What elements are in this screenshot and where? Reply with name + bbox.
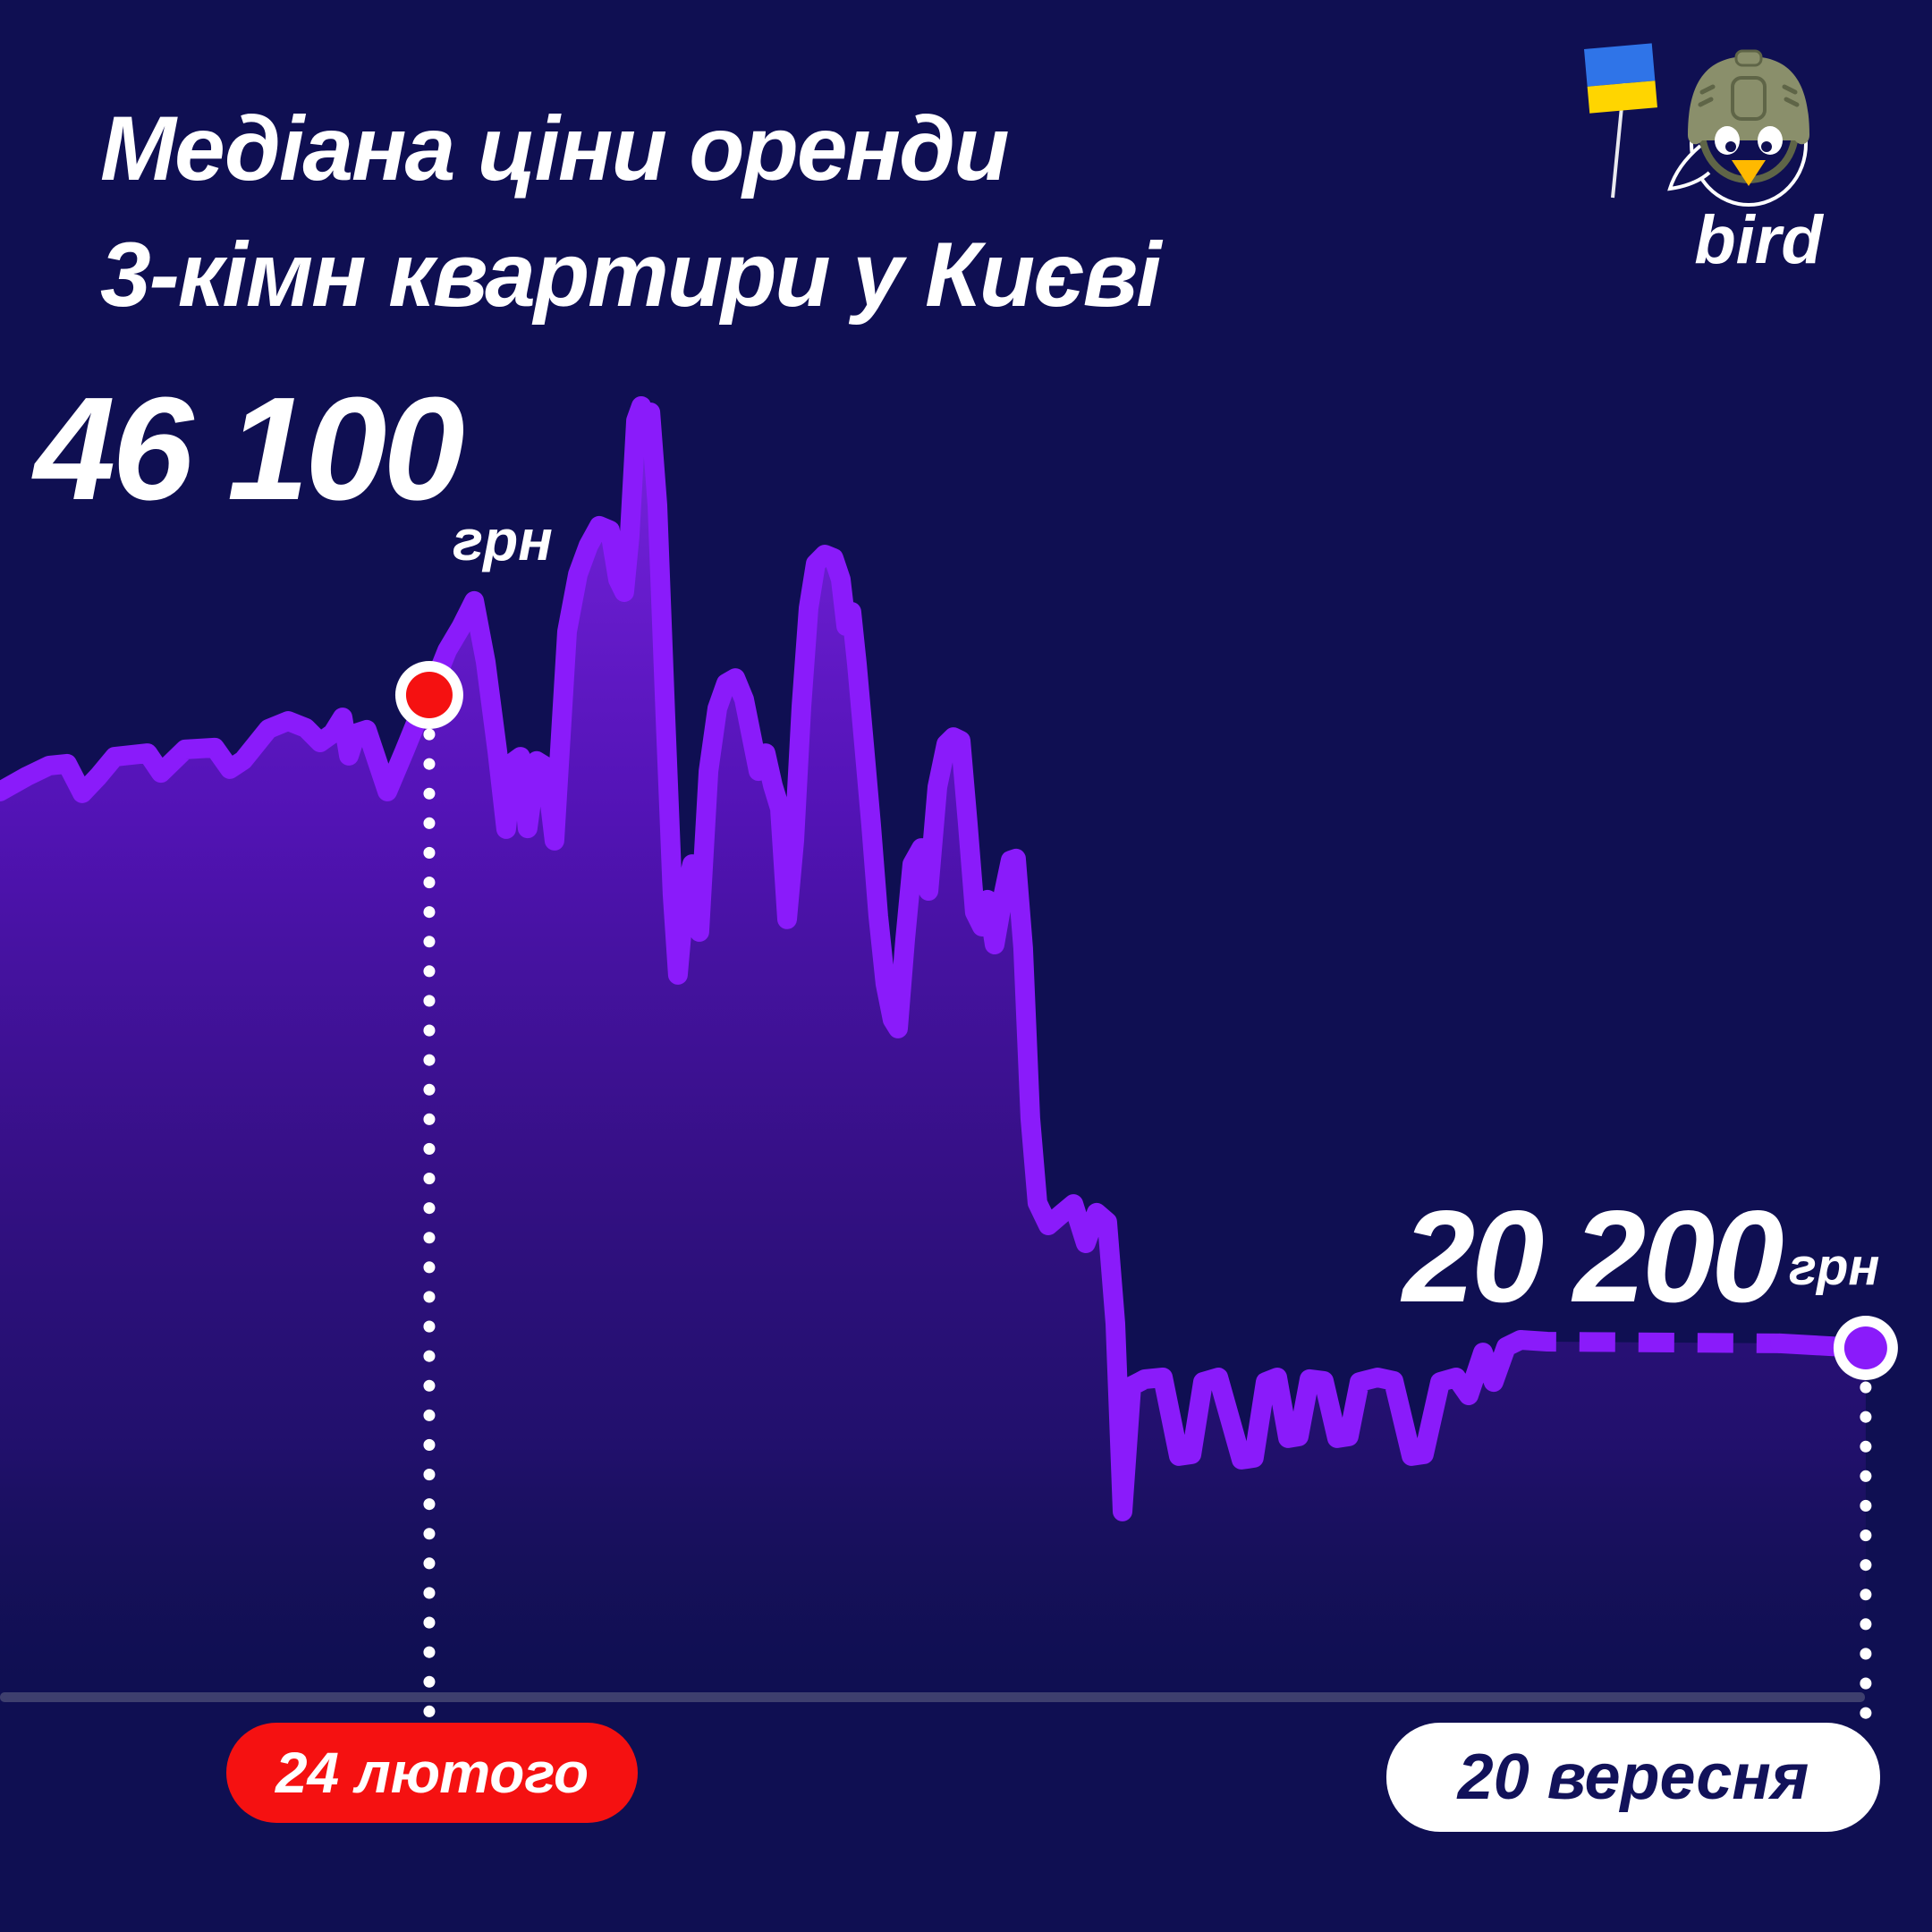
page-title-line2: 3-кімн квартири у Києві: [100, 223, 1162, 326]
area-fill: [0, 406, 1866, 1682]
bird-wing: [1667, 144, 1711, 191]
price-line-dashed: [1520, 1330, 1781, 1353]
page-title-line1: Медіана ціни оренди: [100, 97, 1010, 199]
end-price-value: 20 200: [1402, 1183, 1784, 1329]
end-price-unit: грн: [1789, 1238, 1880, 1296]
sep20-marker-dot: [1843, 1326, 1887, 1369]
helmet-vents: [1698, 84, 1800, 107]
bird-beak: [1732, 160, 1766, 186]
date-label-feb24-text: 24 лютого: [275, 1741, 589, 1805]
date-label-feb24: 24 лютого: [226, 1723, 638, 1823]
ukraine-flag-icon: [1584, 43, 1657, 114]
logo: bird: [1570, 40, 1865, 282]
start-price-value: 46 100: [34, 367, 465, 530]
helmet-top-knob: [1734, 49, 1763, 67]
helmet-mount-plate: [1731, 76, 1767, 121]
feb24-marker-dot: [405, 672, 453, 718]
date-label-sep20-text: 20 вересня: [1457, 1741, 1809, 1813]
start-price-unit: грн: [453, 508, 553, 572]
logo-wordmark: bird: [1694, 202, 1823, 278]
date-label-sep20: 20 вересня: [1386, 1723, 1880, 1832]
helmet-icon: [1688, 56, 1809, 145]
page-title: Медіана ціни оренди 3-кімн квартири у Ки…: [100, 86, 1162, 338]
bird-mascot-icon: [1584, 43, 1809, 207]
bird-eyes: [1715, 126, 1783, 155]
price-line-solid: [0, 396, 1530, 1521]
x-axis-line: [0, 1692, 1865, 1702]
